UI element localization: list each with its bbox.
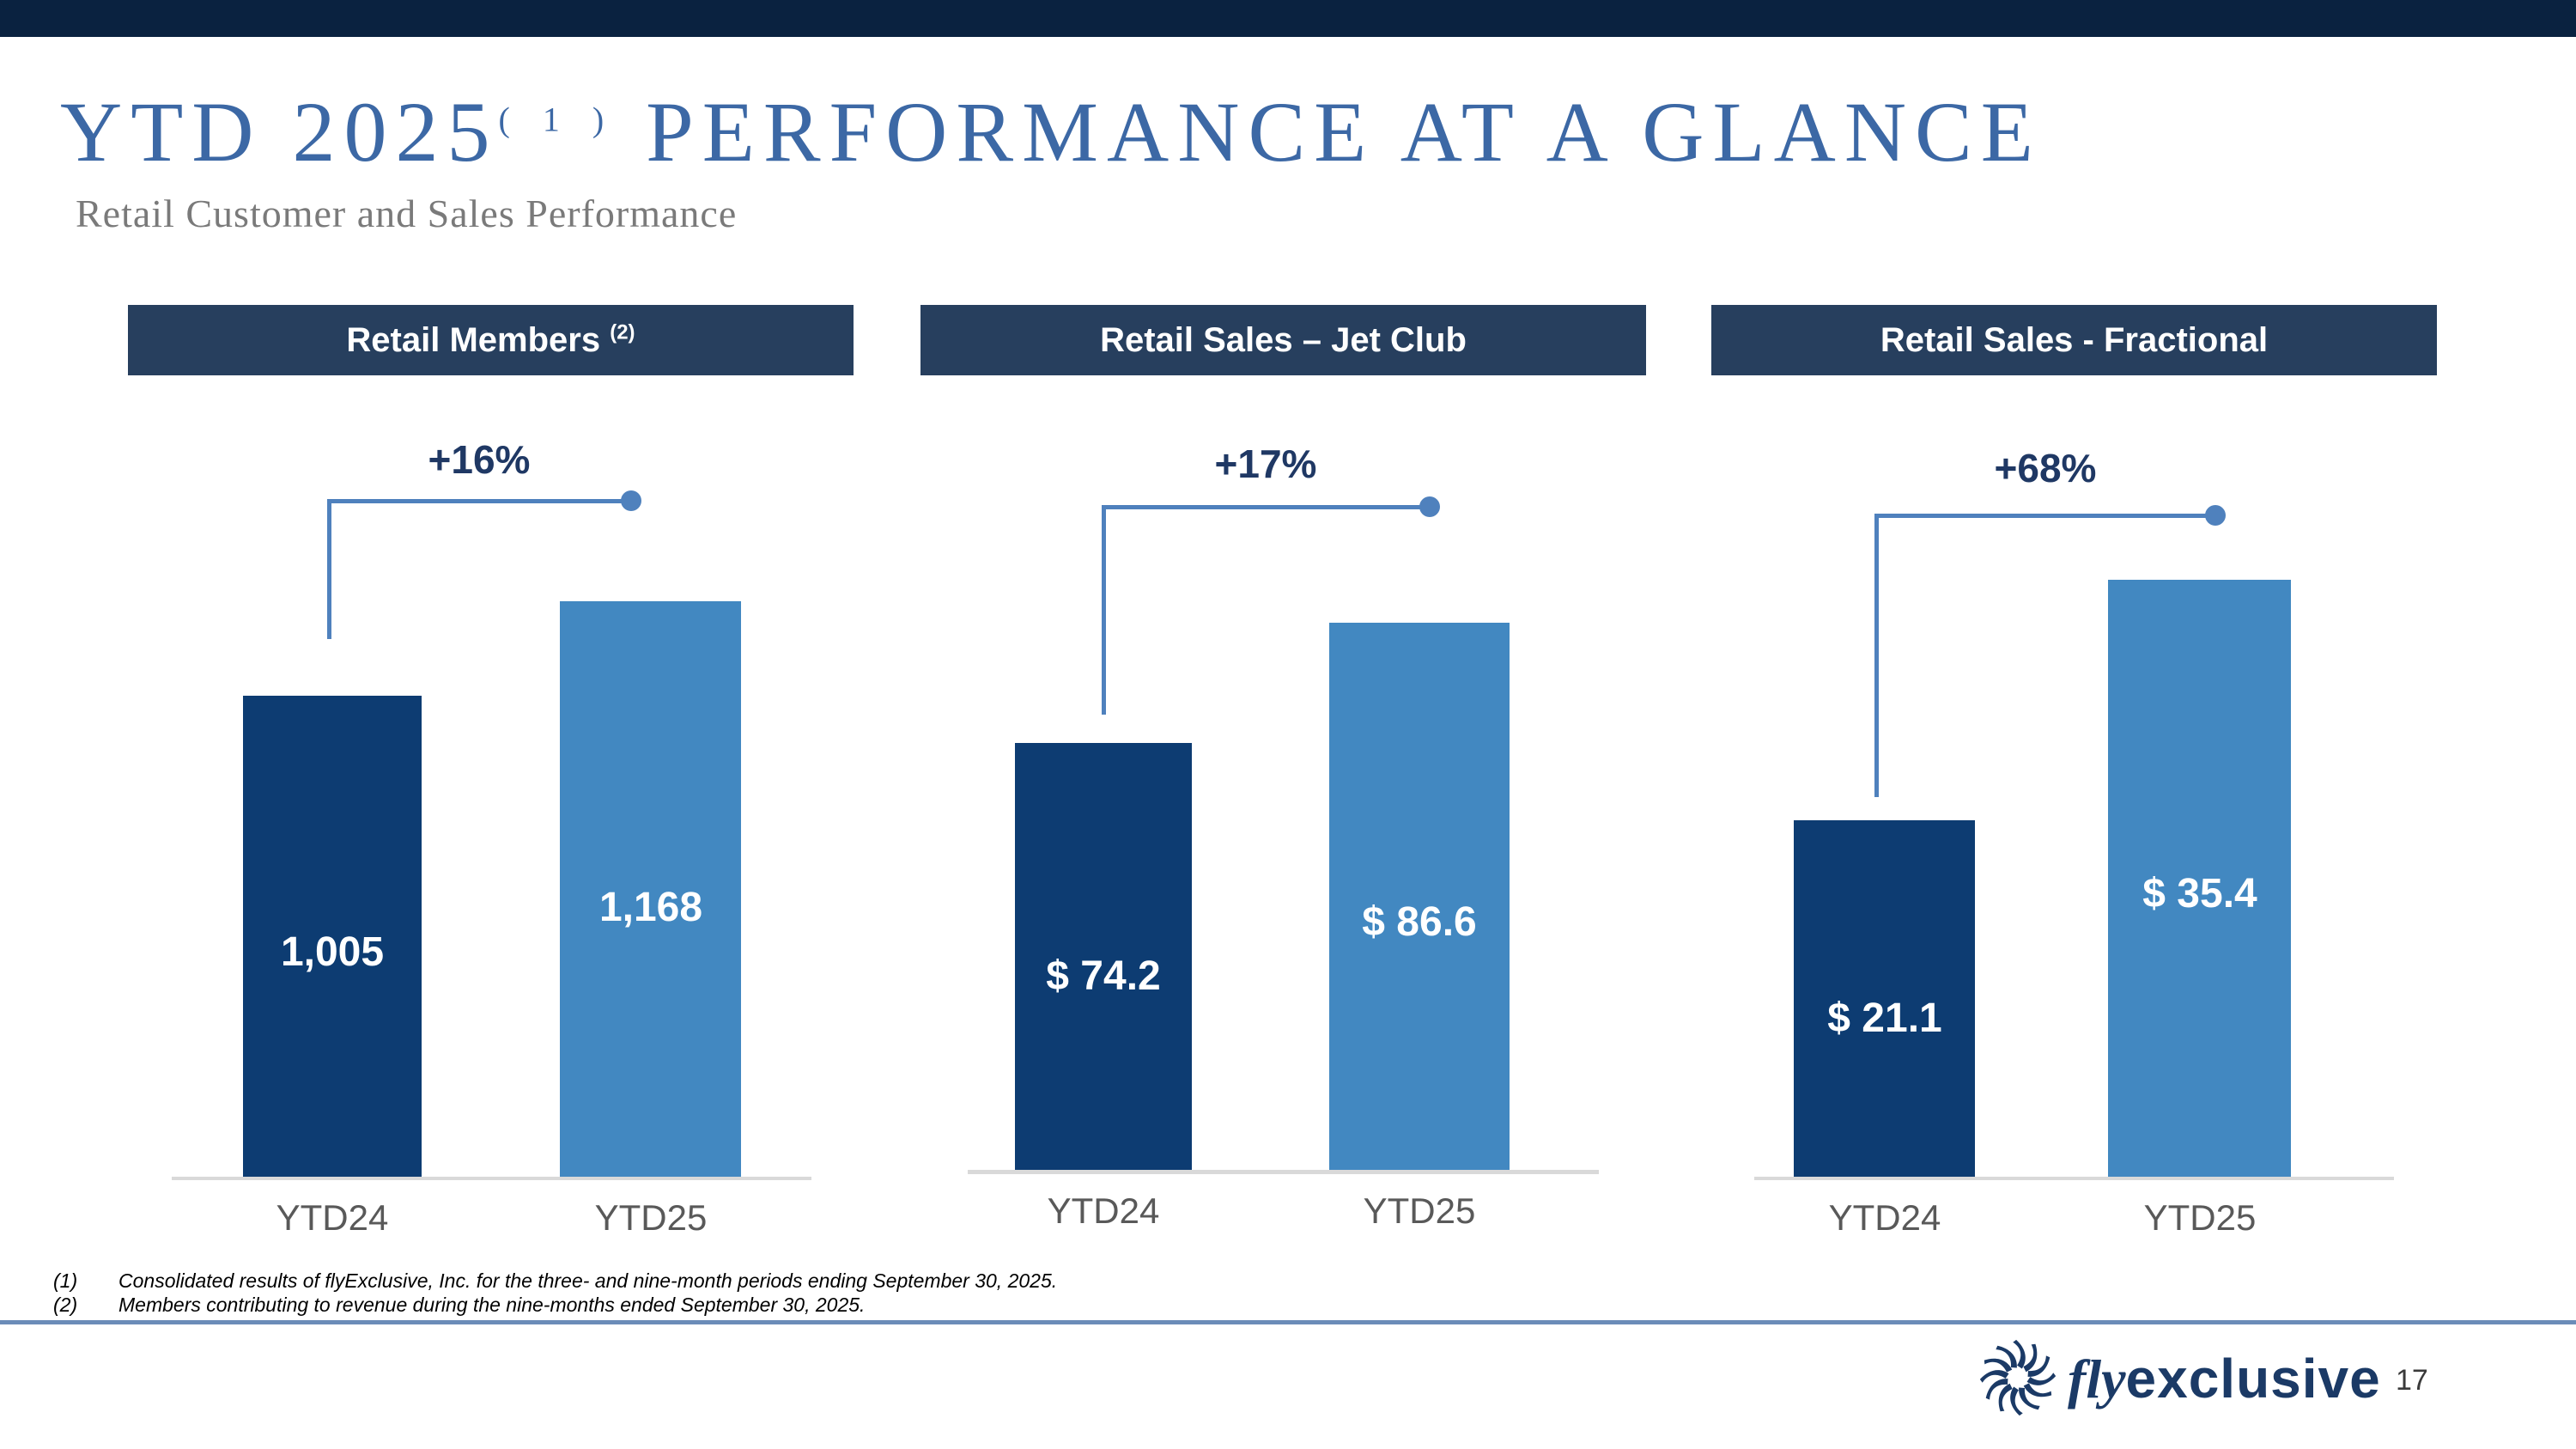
page-title-rest: PERFORMANCE AT A GLANCE <box>646 84 2042 180</box>
chart3-bar-ytd25 <box>2108 580 2291 1177</box>
page-subtitle: Retail Customer and Sales Performance <box>76 192 738 235</box>
chart3-baseline <box>1754 1177 2394 1180</box>
chart1-xlabel-ytd25: YTD25 <box>594 1197 708 1238</box>
chart2-value-ytd25: $ 86.6 <box>1362 899 1477 945</box>
chart2-title: Retail Sales – Jet Club <box>1100 321 1467 359</box>
chart3-bracket-drop <box>1874 514 1879 797</box>
chart2-baseline <box>968 1170 1599 1174</box>
chart1-title-footnote-ref: (2) <box>610 320 635 344</box>
chart1-header-band: Retail Members (2) <box>128 305 854 375</box>
chart3-xlabel-ytd25: YTD25 <box>2143 1197 2257 1238</box>
chart1-value-ytd25: 1,168 <box>598 885 703 930</box>
chart2-header-band: Retail Sales – Jet Club <box>920 305 1646 375</box>
footer-separator-line <box>0 1320 2576 1324</box>
chart3-bar-ytd24 <box>1794 820 1975 1177</box>
chart1-bracket-drop <box>327 499 331 639</box>
chart2-xlabel-ytd25: YTD25 <box>1363 1190 1476 1231</box>
chart3-change-label: +68% <box>1994 446 2097 490</box>
chart3-title: Retail Sales - Fractional <box>1880 321 2269 359</box>
chart3-bracket-line <box>1874 514 2215 518</box>
chart2-bracket-line <box>1102 505 1430 509</box>
flyexclusive-swirl-icon <box>1977 1336 2059 1419</box>
chart2-bracket-dot <box>1419 496 1440 517</box>
chart2-bracket-drop <box>1102 505 1106 715</box>
chart1-bracket-line <box>327 499 631 503</box>
chart2-change-label: +17% <box>1214 441 1317 486</box>
page-number: 17 <box>2396 1364 2428 1397</box>
chart2-bar-ytd24 <box>1015 743 1192 1170</box>
chart1-baseline <box>172 1177 811 1180</box>
chart1-bar-ytd24 <box>243 696 422 1177</box>
chart1-bar-ytd25 <box>560 601 741 1177</box>
flyexclusive-logo-text: flyexclusive <box>2068 1347 2381 1411</box>
chart3-xlabel-ytd24: YTD24 <box>1828 1197 1941 1238</box>
chart3-value-ytd25: $ 35.4 <box>2142 871 2257 916</box>
chart2-value-ytd24: $ 74.2 <box>1046 953 1161 999</box>
chart1-xlabel-ytd24: YTD24 <box>276 1197 389 1238</box>
page-title: YTD 2025( 1 ) PERFORMANCE AT A GLANCE <box>60 82 2533 181</box>
chart1-value-ytd24: 1,005 <box>280 929 385 975</box>
footnote-1-number: (1) <box>53 1269 78 1292</box>
chart1-change-label: +16% <box>428 437 531 482</box>
chart1-bracket-dot <box>621 490 641 511</box>
chart3-header-band: Retail Sales - Fractional <box>1711 305 2437 375</box>
logo-exclusive: exclusive <box>2125 1348 2381 1409</box>
chart2-xlabel-ytd24: YTD24 <box>1047 1190 1160 1231</box>
logo-fly: fly <box>2068 1349 2126 1409</box>
chart3-bracket-dot <box>2205 505 2226 526</box>
top-accent-bar <box>0 0 2576 37</box>
page-title-footnote-ref: ( 1 ) <box>498 100 617 139</box>
chart2-bar-ytd25 <box>1329 623 1510 1170</box>
page-title-main: YTD 2025 <box>60 84 499 180</box>
footnote-1-text: Consolidated results of flyExclusive, In… <box>118 1269 1058 1292</box>
footnote-2-text: Members contributing to revenue during t… <box>118 1294 866 1316</box>
chart1-title: Retail Members <box>346 321 601 359</box>
footnote-2-number: (2) <box>53 1294 78 1316</box>
chart3-value-ytd24: $ 21.1 <box>1827 995 1942 1041</box>
